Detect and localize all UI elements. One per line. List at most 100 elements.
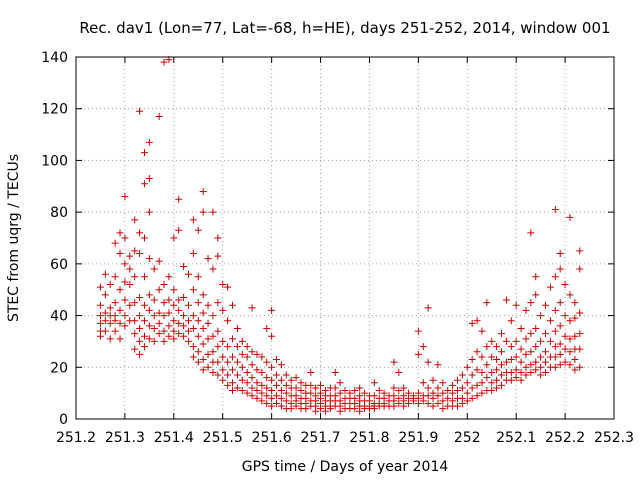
data-point	[370, 392, 378, 400]
data-point	[463, 389, 471, 397]
data-point	[277, 394, 285, 402]
data-point	[155, 309, 163, 317]
data-point	[473, 317, 481, 325]
data-point	[175, 195, 183, 203]
data-point	[429, 402, 437, 410]
data-point	[243, 379, 251, 387]
data-point	[551, 306, 559, 314]
data-point	[263, 399, 271, 407]
data-point	[273, 381, 281, 389]
data-point	[458, 399, 466, 407]
data-point	[395, 368, 403, 376]
data-point	[566, 213, 574, 221]
data-point	[180, 293, 188, 301]
data-point	[463, 397, 471, 405]
data-point	[321, 407, 329, 415]
data-point	[248, 392, 256, 400]
data-point	[488, 368, 496, 376]
data-point	[556, 265, 564, 273]
data-point	[439, 379, 447, 387]
data-point	[473, 366, 481, 374]
data-point	[121, 278, 129, 286]
data-point	[507, 376, 515, 384]
data-point	[140, 180, 148, 188]
data-point	[184, 337, 192, 345]
data-point	[571, 332, 579, 340]
data-point	[287, 405, 295, 413]
x-tick-label: 251.8	[349, 430, 389, 446]
data-point	[522, 350, 530, 358]
data-point	[527, 348, 535, 356]
data-point	[214, 299, 222, 307]
data-point	[258, 397, 266, 405]
data-point	[400, 402, 408, 410]
data-point	[390, 402, 398, 410]
data-point	[317, 405, 325, 413]
data-point	[493, 343, 501, 351]
data-point	[175, 226, 183, 234]
data-point	[175, 306, 183, 314]
data-point	[248, 348, 256, 356]
data-point	[375, 387, 383, 395]
data-point	[155, 319, 163, 327]
data-point	[165, 322, 173, 330]
data-point	[248, 384, 256, 392]
data-point	[224, 371, 232, 379]
x-tick-label: 251.5	[203, 430, 243, 446]
data-point	[248, 361, 256, 369]
data-point	[527, 330, 535, 338]
data-point	[468, 371, 476, 379]
data-point	[199, 340, 207, 348]
data-point	[527, 299, 535, 307]
data-point	[551, 206, 559, 214]
data-point	[302, 405, 310, 413]
data-point	[204, 363, 212, 371]
data-point	[131, 317, 139, 325]
data-point	[233, 371, 241, 379]
data-point	[219, 366, 227, 374]
data-point	[209, 348, 217, 356]
data-point	[512, 353, 520, 361]
data-point	[542, 358, 550, 366]
x-tick-label: 251.7	[300, 430, 340, 446]
data-point	[150, 296, 158, 304]
data-point	[429, 394, 437, 402]
data-point	[439, 389, 447, 397]
data-point	[126, 281, 134, 289]
data-point	[214, 343, 222, 351]
data-point	[155, 257, 163, 265]
data-point	[116, 250, 124, 258]
data-point	[219, 281, 227, 289]
data-point	[576, 247, 584, 255]
data-point	[502, 337, 510, 345]
data-point	[546, 337, 554, 345]
data-point	[517, 358, 525, 366]
data-point	[483, 299, 491, 307]
data-point	[356, 384, 364, 392]
data-point	[243, 353, 251, 361]
y-tick-label: 140	[41, 50, 68, 66]
data-point	[424, 384, 432, 392]
data-point	[453, 376, 461, 384]
data-point	[170, 301, 178, 309]
data-point	[224, 317, 232, 325]
data-point	[307, 389, 315, 397]
data-point	[312, 407, 320, 415]
data-point	[498, 371, 506, 379]
data-point	[517, 376, 525, 384]
data-point	[229, 366, 237, 374]
data-point	[229, 353, 237, 361]
data-point	[556, 350, 564, 358]
data-point	[224, 343, 232, 351]
data-point	[194, 299, 202, 307]
data-point	[517, 325, 525, 332]
data-point	[571, 356, 579, 364]
data-point	[439, 405, 447, 413]
data-point	[199, 187, 207, 195]
data-point	[194, 358, 202, 366]
data-point	[522, 363, 530, 371]
data-point	[463, 363, 471, 371]
y-tick-label: 40	[50, 309, 68, 325]
data-point	[116, 306, 124, 314]
